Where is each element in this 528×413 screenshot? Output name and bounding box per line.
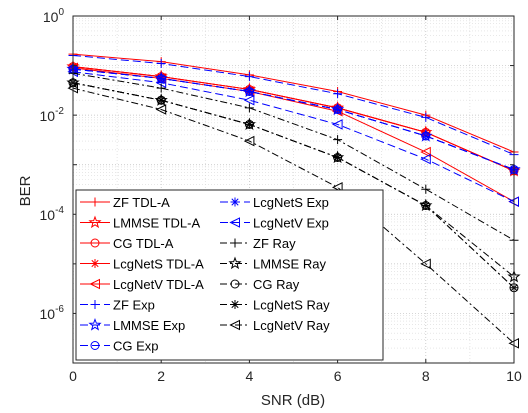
- plus-marker: [244, 103, 254, 113]
- asterisk-marker: [230, 197, 240, 207]
- x-tick-label: 10: [506, 368, 522, 384]
- plus-marker: [421, 184, 431, 194]
- legend-label: ZF Exp: [113, 298, 155, 313]
- legend-item: ZF Ray: [220, 236, 296, 251]
- legend-item: LcgNetS TDL-A: [80, 257, 204, 272]
- plus-marker: [230, 238, 240, 248]
- legend-label: LMMSE Ray: [253, 257, 326, 272]
- legend-label: LcgNetS Exp: [253, 195, 329, 210]
- legend-item: LMMSE Exp: [80, 318, 185, 333]
- plus-marker: [244, 72, 254, 82]
- x-tick-label: 4: [246, 368, 254, 384]
- legend-label: LcgNetV Ray: [253, 318, 330, 333]
- legend-label: LcgNetS TDL-A: [113, 257, 204, 272]
- series-line: [72, 71, 515, 203]
- asterisk-marker: [156, 73, 166, 83]
- x-tick-label: 8: [422, 368, 430, 384]
- legend-item: CG Exp: [80, 339, 159, 354]
- triangle-marker: [420, 153, 431, 165]
- plus-marker: [90, 300, 100, 309]
- legend-item: ZF Exp: [80, 298, 155, 313]
- triangle-marker: [420, 146, 431, 158]
- legend-item: LMMSE TDL-A: [80, 216, 200, 231]
- triangle-marker: [155, 104, 167, 115]
- plus-marker: [156, 59, 166, 69]
- circle-marker: [230, 279, 240, 289]
- y-tick-label: 100: [43, 7, 65, 25]
- star-marker: [228, 256, 242, 270]
- x-tick-label: 2: [157, 368, 165, 384]
- legend-item: CG Ray: [220, 277, 300, 292]
- legend-label: CG Ray: [253, 277, 300, 292]
- legend-label: LcgNetS Ray: [253, 298, 330, 313]
- plus-marker: [333, 135, 343, 145]
- legend-label: CG TDL-A: [113, 236, 174, 251]
- legend-box: [75, 189, 384, 361]
- triangle-marker: [229, 217, 240, 228]
- legend-item: ZF TDL-A: [80, 195, 170, 210]
- series-line: [72, 66, 515, 172]
- legend-label: LcgNetV Exp: [253, 216, 329, 231]
- asterisk-marker: [333, 104, 343, 114]
- plus-marker: [333, 89, 343, 99]
- legend: ZF TDL-A LMMSE TDL-A CG TDL-A LcgNetS TDL-A…: [75, 189, 384, 361]
- triangle-marker: [229, 319, 240, 331]
- series-line: [72, 53, 515, 153]
- series-line: [72, 54, 515, 156]
- asterisk-marker: [156, 95, 166, 105]
- legend-item: LcgNetS Ray: [220, 298, 330, 313]
- legend-label: LMMSE TDL-A: [113, 216, 200, 231]
- asterisk-marker: [421, 201, 431, 211]
- x-tick-labels: 0 2 4 6 8 10: [69, 368, 522, 384]
- triangle-marker: [89, 278, 100, 290]
- asterisk-marker: [244, 119, 254, 129]
- asterisk-marker: [90, 259, 100, 268]
- legend-item: LcgNetV Ray: [220, 318, 330, 333]
- triangle-marker: [243, 94, 255, 106]
- triangle-marker: [420, 258, 431, 270]
- plus-marker: [421, 112, 431, 122]
- y-tick-label: 10-2: [40, 106, 65, 124]
- y-tick-label: 10-6: [40, 304, 65, 322]
- series-line: [72, 87, 515, 344]
- plus-marker: [156, 83, 166, 93]
- legend-item: CG TDL-A: [80, 236, 174, 251]
- legend-item: LcgNetS Exp: [220, 195, 329, 210]
- circle-marker: [90, 238, 100, 248]
- series-line: [72, 72, 515, 241]
- series-line: [72, 68, 515, 170]
- triangle-marker: [243, 135, 255, 147]
- legend-label: LMMSE Exp: [113, 318, 185, 333]
- legend-item: LMMSE Ray: [220, 257, 326, 272]
- legend-item: LcgNetV TDL-A: [80, 277, 204, 292]
- circle-marker: [90, 341, 100, 350]
- asterisk-marker: [421, 131, 431, 141]
- y-tick-labels: 100 10-2 10-4 10-6: [40, 7, 65, 322]
- star-marker: [88, 215, 102, 229]
- legend-label: ZF Ray: [253, 236, 296, 251]
- legend-label: CG Exp: [113, 339, 159, 354]
- series-5: [68, 50, 519, 160]
- legend-item: LcgNetV Exp: [220, 216, 329, 231]
- asterisk-marker: [244, 86, 254, 96]
- series-line: [72, 82, 515, 289]
- x-tick-label: 6: [334, 368, 342, 384]
- plus-marker: [90, 197, 100, 207]
- legend-label: ZF TDL-A: [113, 195, 170, 210]
- tick-marks: [72, 15, 515, 364]
- x-tick-label: 0: [69, 368, 77, 384]
- plot-frame: [72, 15, 515, 364]
- y-axis-label: BER: [17, 175, 34, 206]
- asterisk-marker: [333, 152, 343, 162]
- triangle-marker: [331, 119, 343, 130]
- x-axis-label: SNR (dB): [261, 392, 325, 409]
- star-marker: [88, 318, 102, 331]
- legend-label: LcgNetV TDL-A: [113, 277, 204, 292]
- asterisk-marker: [230, 300, 240, 309]
- y-tick-label: 10-4: [40, 205, 65, 223]
